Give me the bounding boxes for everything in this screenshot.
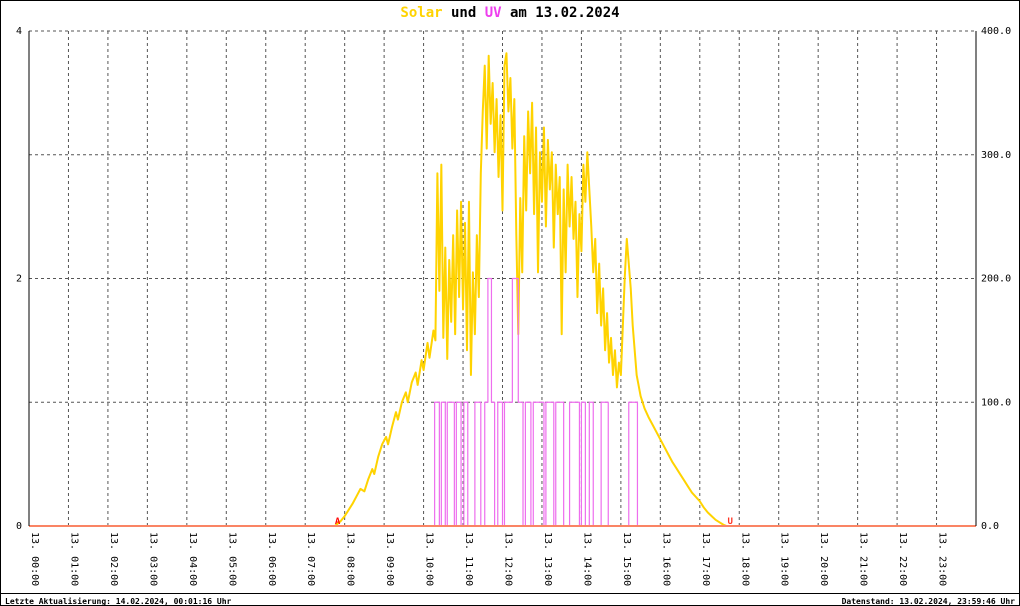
x-tick-label: 13. 21:00 [858, 532, 869, 586]
x-tick-label: 13. 02:00 [108, 532, 119, 586]
y-right-tick-label: 300.0 [981, 150, 1011, 161]
chart-title: Solar und UV am 13.02.2024 [1, 5, 1019, 21]
footer-data-timestamp: Datenstand: 13.02.2024, 23:59:46 Uhr [841, 597, 1015, 606]
title-part: Solar [400, 5, 443, 21]
y-left-tick-label: 0 [16, 521, 22, 532]
x-tick-label: 13. 15:00 [621, 532, 632, 586]
x-tick-label: 13. 16:00 [660, 532, 671, 586]
x-tick-label: 13. 10:00 [424, 532, 435, 586]
x-tick-label: 13. 13:00 [542, 532, 553, 586]
x-tick-label: 13. 01:00 [68, 532, 79, 586]
x-tick-label: 13. 04:00 [187, 532, 198, 586]
y-right-tick-label: 0.0 [981, 521, 999, 532]
title-part: und [442, 5, 485, 21]
x-tick-label: 13. 23:00 [937, 532, 948, 586]
series-solar [334, 52, 727, 527]
x-tick-label: 13. 11:00 [463, 532, 474, 586]
footer-bar: Letzte Aktualisierung: 14.02.2024, 00:01… [1, 593, 1019, 606]
footer-last-update: Letzte Aktualisierung: 14.02.2024, 00:01… [5, 597, 232, 606]
x-tick-label: 13. 08:00 [345, 532, 356, 586]
x-tick-label: 13. 06:00 [266, 532, 277, 586]
title-part: UV [484, 5, 502, 21]
x-tick-label: 13. 20:00 [818, 532, 829, 586]
y-left-tick-label: 4 [16, 26, 22, 37]
x-tick-label: 13. 14:00 [581, 532, 592, 586]
x-tick-label: 13. 05:00 [226, 532, 237, 586]
x-tick-label: 13. 12:00 [503, 532, 514, 586]
y-right-tick-label: 100.0 [981, 397, 1011, 408]
x-tick-label: 13. 18:00 [739, 532, 750, 586]
series-uv [29, 277, 976, 527]
x-tick-label: 13. 07:00 [305, 532, 316, 586]
y-right-tick-label: 200.0 [981, 274, 1011, 285]
sun-marker-a: A [335, 517, 341, 527]
y-left-tick-label: 2 [16, 274, 22, 285]
y-right-tick-label: 400.0 [981, 26, 1011, 37]
title-part: am 13.02.2024 [501, 5, 620, 21]
x-tick-label: 13. 17:00 [700, 532, 711, 586]
x-tick-label: 13. 19:00 [779, 532, 790, 586]
x-tick-label: 13. 00:00 [29, 532, 40, 586]
x-tick-label: 13. 03:00 [147, 532, 158, 586]
x-tick-label: 13. 09:00 [384, 532, 395, 586]
x-tick-label: 13. 22:00 [897, 532, 908, 586]
sun-marker-u: U [727, 517, 732, 527]
